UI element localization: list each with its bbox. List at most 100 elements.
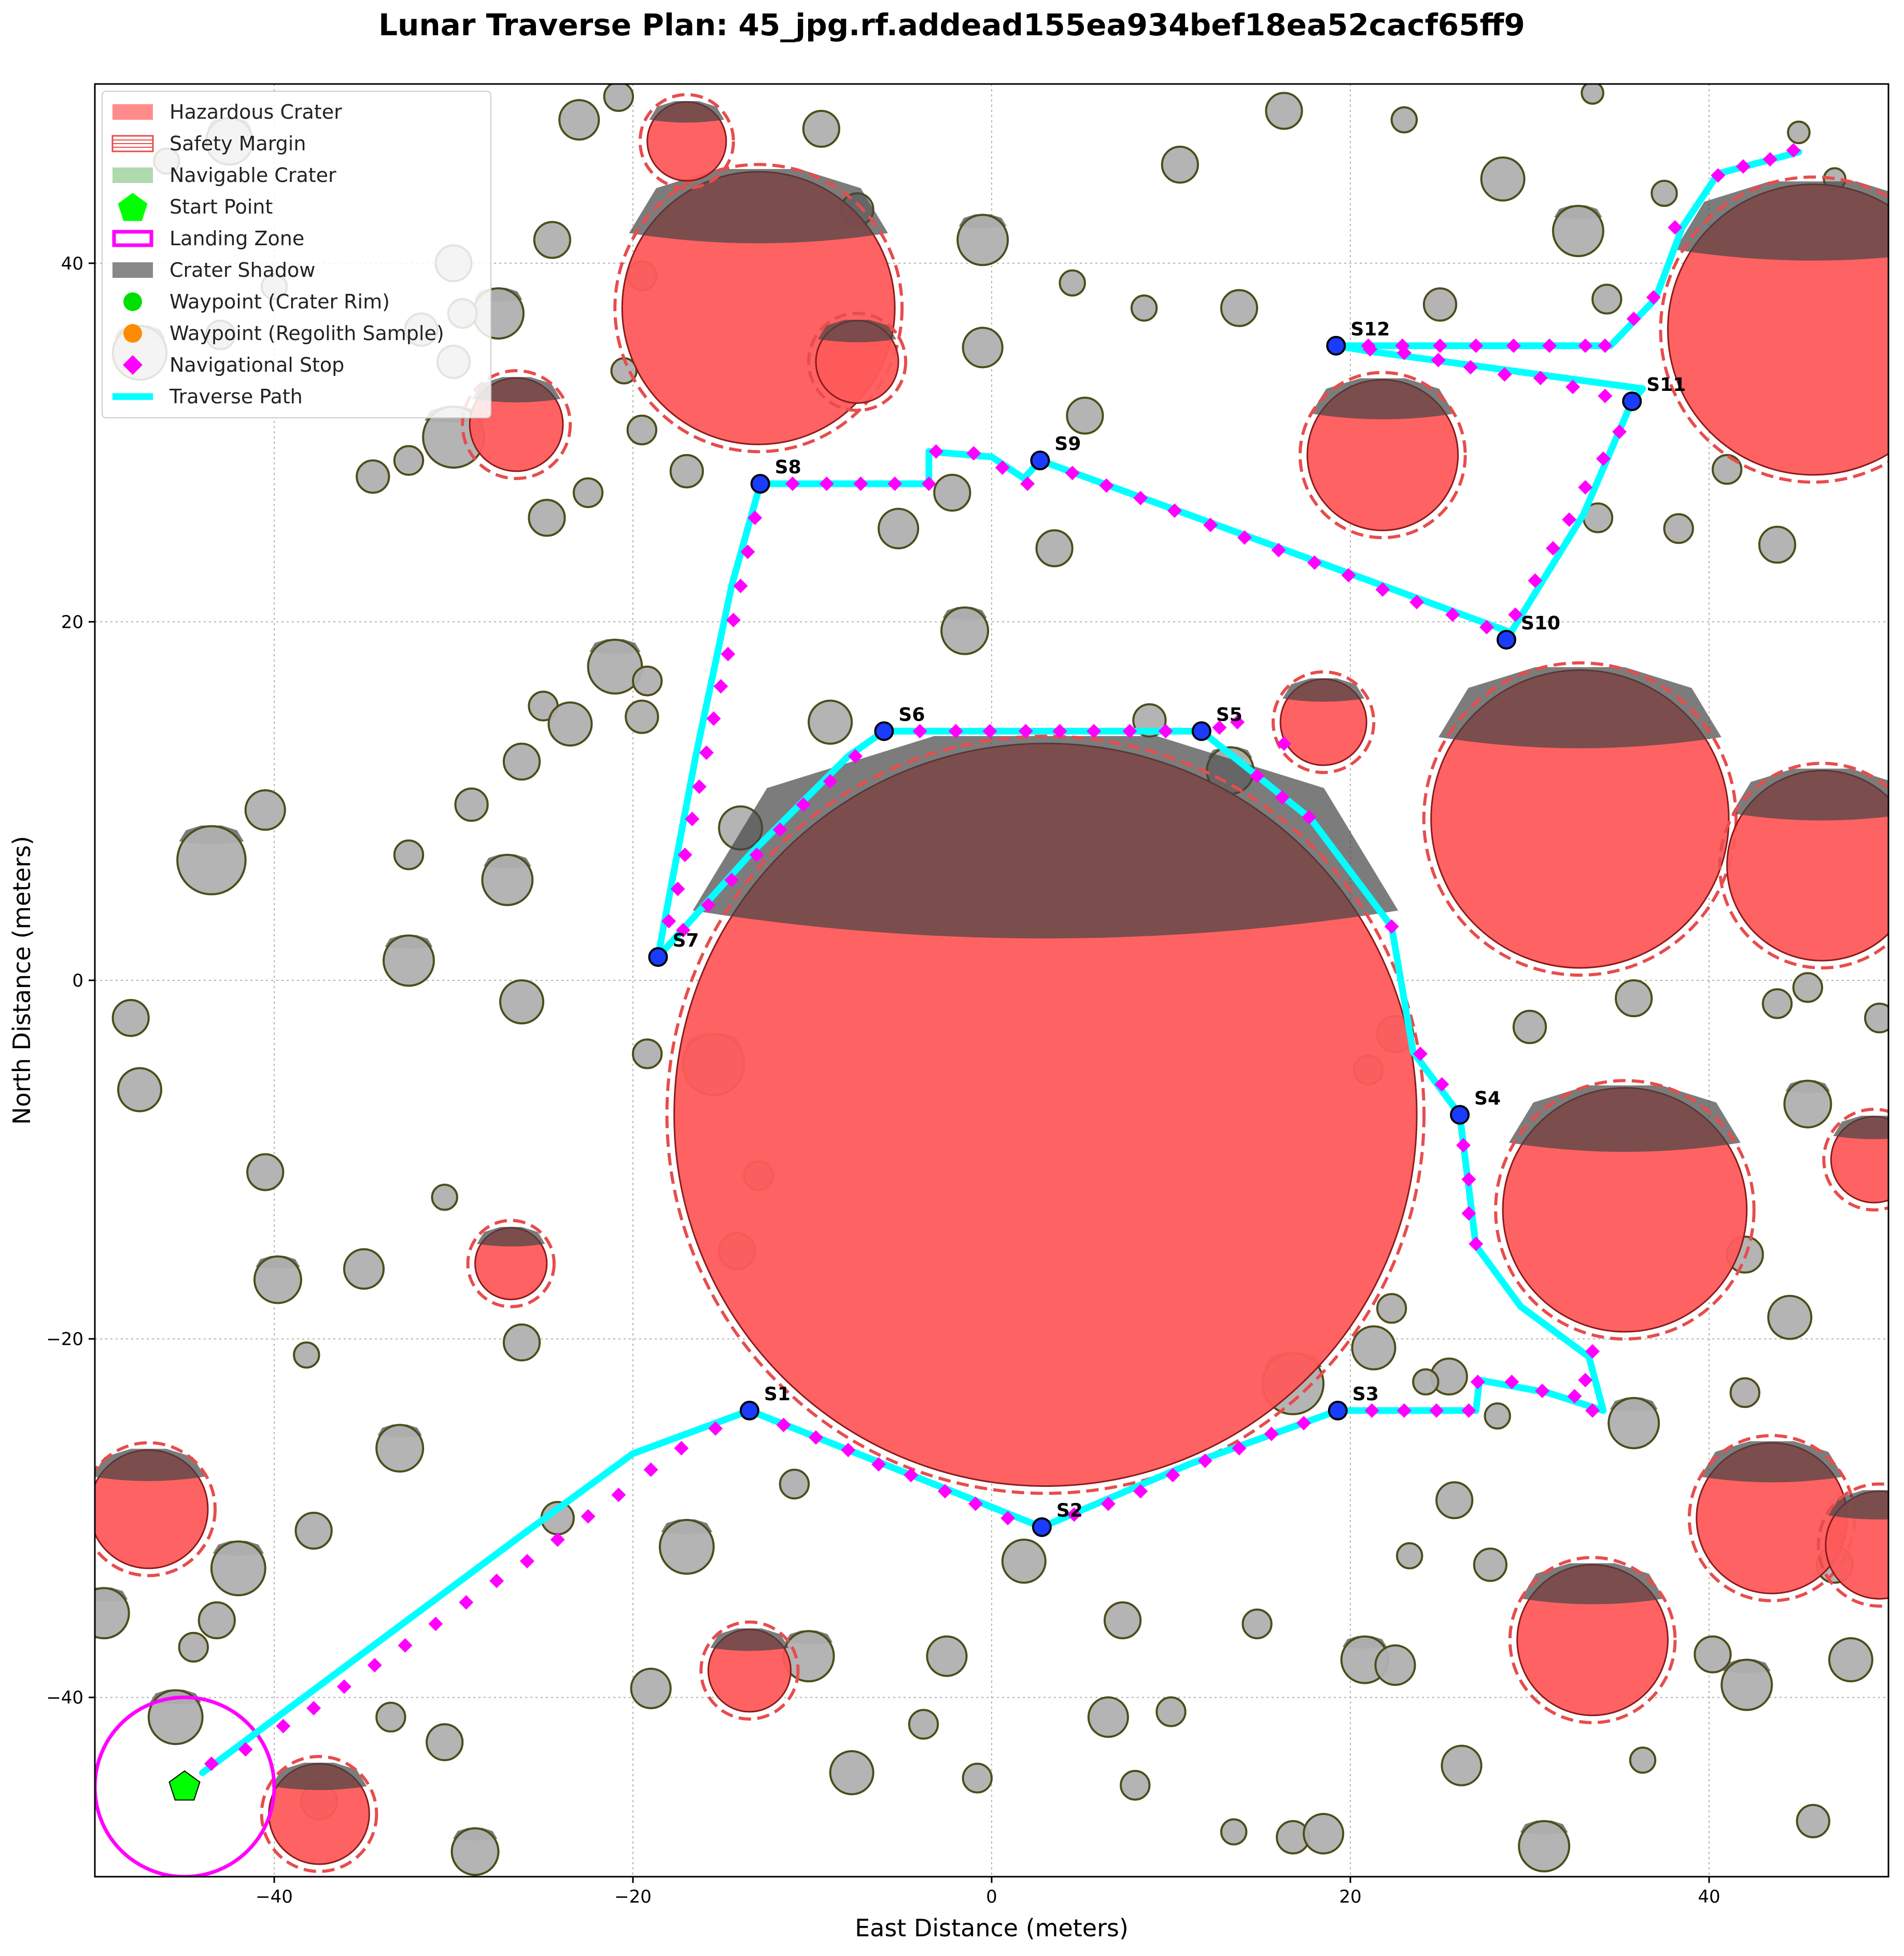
navigable-crater bbox=[1864, 1002, 1888, 1034]
hazardous-crater-shadow bbox=[693, 736, 1399, 939]
nav-stop-marker bbox=[428, 1616, 443, 1631]
navigable-crater bbox=[908, 1709, 939, 1740]
nav-stop-marker bbox=[1099, 478, 1114, 493]
nav-stop-marker bbox=[1307, 555, 1322, 570]
x-tick-label: 40 bbox=[1698, 1887, 1720, 1907]
navigable-crater bbox=[1581, 84, 1604, 105]
navigable-crater bbox=[1591, 284, 1623, 315]
nav-stop-marker bbox=[938, 1484, 953, 1499]
nav-stop-marker bbox=[519, 1554, 534, 1569]
legend-label: Start Point bbox=[170, 195, 273, 218]
navigable-crater bbox=[802, 109, 840, 148]
navigable-crater bbox=[658, 1518, 715, 1575]
nav-stop-marker bbox=[1433, 338, 1447, 353]
nav-stop-marker bbox=[1786, 143, 1801, 158]
navigable-crater bbox=[450, 1827, 500, 1876]
nav-stop-marker bbox=[1361, 338, 1376, 353]
hazardous-crater-shadow bbox=[472, 377, 561, 403]
nav-stop-marker bbox=[1409, 595, 1425, 610]
navigable-crater bbox=[1607, 1397, 1660, 1450]
navigable-crater bbox=[528, 499, 566, 537]
nav-stop-marker bbox=[1578, 1373, 1593, 1388]
safety-margin bbox=[699, 1620, 800, 1721]
nav-stop-marker bbox=[1711, 168, 1726, 183]
nav-stop-marker bbox=[1203, 517, 1218, 532]
navigable-crater bbox=[393, 445, 425, 476]
plot-content: S1 S2 S3 S4 S5 S6 S7 S8 S9 S10 S11 S12 bbox=[95, 84, 1888, 1877]
safety-margin bbox=[807, 312, 908, 412]
safety-margin bbox=[1298, 371, 1467, 540]
nav-stop-marker bbox=[238, 1742, 253, 1757]
hazardous-crater-shadow bbox=[95, 1448, 205, 1481]
nav-stop-marker bbox=[772, 822, 787, 837]
navigable-crater bbox=[630, 1667, 672, 1709]
navigable-crater bbox=[1729, 1377, 1760, 1409]
navigable-crater bbox=[1828, 1637, 1873, 1683]
legend: Hazardous Crater Safety Margin Navigable C… bbox=[102, 91, 491, 418]
nav-stop-marker bbox=[841, 1442, 856, 1457]
nav-stop-marker bbox=[1497, 367, 1512, 382]
nav-stop-marker bbox=[1065, 466, 1080, 481]
nav-stop-marker bbox=[204, 1756, 219, 1771]
safety-margin bbox=[665, 735, 1426, 1495]
navigable-crater bbox=[293, 1341, 320, 1369]
nav-stop-marker bbox=[1470, 1374, 1485, 1389]
hazardous-crater-shadow bbox=[1675, 181, 1888, 261]
safety-margin bbox=[1422, 661, 1738, 977]
navigable-crater bbox=[1711, 454, 1743, 485]
navigable-crater bbox=[1059, 269, 1086, 297]
navigable-crater bbox=[1390, 106, 1418, 134]
nav-stop-marker bbox=[1585, 1344, 1600, 1359]
nav-stop-marker bbox=[1668, 220, 1683, 235]
legend-label: Navigational Stop bbox=[170, 354, 344, 376]
nav-stop-marker bbox=[1395, 338, 1410, 353]
station-marker bbox=[1326, 335, 1346, 356]
nav-stop-marker bbox=[1250, 768, 1265, 783]
nav-stop-marker bbox=[1626, 311, 1641, 326]
nav-stop-marker bbox=[611, 1487, 626, 1502]
station-marker bbox=[1497, 629, 1517, 650]
legend-swatch bbox=[112, 230, 153, 247]
x-tick-label: 0 bbox=[986, 1887, 997, 1907]
nav-stop-marker bbox=[1384, 919, 1399, 934]
navigable-crater bbox=[1303, 1812, 1345, 1855]
nav-stop-marker bbox=[1275, 790, 1290, 805]
navigable-crater bbox=[1552, 205, 1604, 257]
nav-stop-marker bbox=[1504, 1374, 1519, 1389]
navigable-crater bbox=[1615, 979, 1653, 1018]
navigable-crater bbox=[1484, 1402, 1511, 1430]
navigable-crater bbox=[1265, 92, 1303, 130]
station-label: S2 bbox=[1056, 1500, 1083, 1522]
hazardous-crater-shadow bbox=[1521, 1563, 1665, 1605]
navigable-crater bbox=[1120, 1769, 1151, 1801]
nav-stop-marker bbox=[1158, 724, 1173, 739]
navigable-crater bbox=[111, 999, 150, 1037]
legend-label: Hazardous Crater bbox=[170, 101, 342, 123]
nav-stop-marker bbox=[459, 1595, 474, 1610]
navigable-crater bbox=[1422, 287, 1458, 322]
station-label: S10 bbox=[1521, 613, 1560, 634]
navigable-crater bbox=[1796, 1804, 1830, 1838]
navigable-crater bbox=[1629, 1747, 1657, 1774]
station-label: S12 bbox=[1350, 319, 1390, 340]
station-label: S7 bbox=[672, 930, 699, 951]
nav-stop-marker bbox=[966, 446, 981, 461]
station-label: S6 bbox=[898, 704, 925, 725]
nav-stop-marker bbox=[692, 779, 707, 794]
nav-stop-marker bbox=[550, 1532, 565, 1547]
legend-label: Landing Zone bbox=[170, 227, 304, 250]
navigable-crater bbox=[178, 1631, 209, 1663]
nav-stop-marker bbox=[796, 797, 811, 812]
nav-stop-marker bbox=[1302, 810, 1317, 825]
navigable-crater bbox=[533, 221, 571, 259]
hazardous-crater-shadow bbox=[1438, 667, 1722, 749]
safety-margin bbox=[95, 1441, 217, 1578]
navigable-crater bbox=[499, 979, 544, 1025]
nav-stop-marker bbox=[1431, 353, 1446, 368]
nav-stop-marker bbox=[336, 1679, 351, 1694]
plot-area: S1 S2 S3 S4 S5 S6 S7 S8 S9 S10 S11 S12 bbox=[95, 84, 1888, 1877]
nav-stop-marker bbox=[699, 745, 714, 760]
navigable-crater bbox=[626, 414, 657, 446]
navigable-crater bbox=[962, 1763, 993, 1794]
